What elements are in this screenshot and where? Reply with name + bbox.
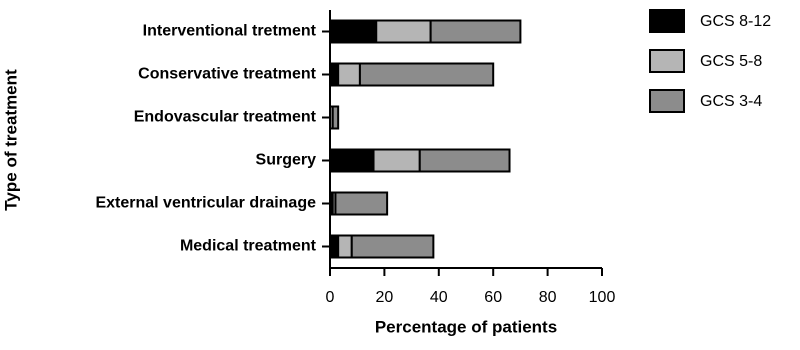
- legend-swatch: [649, 49, 685, 73]
- x-tick-label: 100: [589, 289, 616, 306]
- legend-label: GCS 5-8: [700, 53, 762, 70]
- y-axis-title: Type of treatment: [1, 69, 20, 211]
- x-tick-label: 20: [376, 289, 394, 306]
- y-tick-label: Surgery: [256, 152, 317, 169]
- bar-segment: [375, 19, 432, 44]
- bar-segment: [337, 234, 353, 259]
- bar-segment: [418, 148, 511, 173]
- x-tick-label: 40: [430, 289, 448, 306]
- legend-swatch: [649, 89, 685, 113]
- bar-segment: [331, 105, 340, 130]
- y-tick-label: Conservative treatment: [138, 66, 317, 83]
- legend-label: GCS 8-12: [700, 13, 771, 30]
- x-tick-label: 80: [539, 289, 557, 306]
- bar-segment: [329, 19, 378, 44]
- bar-segment: [337, 62, 361, 87]
- bar-segment: [358, 62, 495, 87]
- y-tick-label: Endovascular treatment: [134, 109, 317, 126]
- x-tick-label: 0: [326, 289, 335, 306]
- y-tick-label: Interventional tretment: [143, 23, 317, 40]
- y-tick-label: Medical treatment: [180, 238, 317, 255]
- x-axis-title: Percentage of patients: [375, 317, 557, 336]
- legend-label: GCS 3-4: [700, 93, 762, 110]
- bar-segment: [334, 191, 389, 216]
- bar-segment: [329, 234, 340, 259]
- bar-segment: [429, 19, 522, 44]
- bar-segment: [372, 148, 421, 173]
- bar-segment: [350, 234, 435, 259]
- bar-segment: [329, 148, 375, 173]
- y-tick-label: External ventricular drainage: [95, 195, 316, 212]
- bar-segment: [329, 62, 340, 87]
- legend-swatch: [649, 9, 685, 33]
- x-tick-label: 60: [484, 289, 502, 306]
